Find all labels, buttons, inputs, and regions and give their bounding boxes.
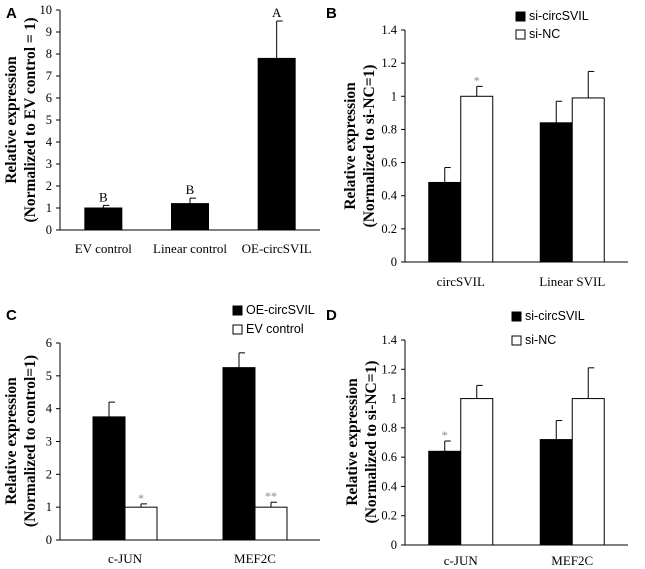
panel-d-y-axis-label-line: Relative expression — [344, 378, 361, 506]
panel-c-legend-swatch — [232, 305, 243, 316]
panel-c-y-tick-label: 2 — [46, 467, 52, 481]
panel-c-category-label: c-JUN — [108, 551, 143, 566]
panel-a-y-tick-label: 9 — [46, 25, 52, 39]
panel-c-bar — [222, 367, 256, 541]
panel-c-y-axis-label-line: (Normalized to control=1) — [22, 355, 39, 527]
panel-b-y-axis-label-line: Relative expression — [342, 82, 359, 210]
panel-d-legend-swatch — [511, 335, 522, 346]
panel-c-legend-label: OE-circSVIL — [246, 303, 315, 317]
panel-d-letter: D — [326, 307, 337, 324]
panel-c-y-axis-label: Relative expression (Normalized to contro… — [3, 355, 39, 527]
panel-b-y-axis-label-line: (Normalized to si-NC=1) — [361, 65, 378, 228]
panel-a-significance-label: A — [272, 5, 282, 20]
panel-b-bar — [460, 95, 494, 263]
panel-d-y-tick-label: 0.4 — [381, 479, 397, 493]
panel-a-y-tick-label: 5 — [46, 113, 52, 127]
panel-d-bar — [571, 398, 605, 546]
panel-c-y-tick-label: 0 — [46, 533, 52, 547]
panel-a-y-axis-label-line: Relative expression — [3, 56, 20, 184]
panel-d-y-tick-label: 1.2 — [381, 362, 397, 376]
panel-d-y-tick-label: 1.4 — [381, 333, 397, 347]
panel-a-y-tick-label: 8 — [46, 47, 52, 61]
panel-b-bar — [571, 97, 605, 263]
panel-a-y-axis-label: Relative expression (Normalized to EV con… — [3, 18, 39, 223]
panel-d-bar — [428, 450, 462, 546]
panel-c-bar — [254, 506, 288, 541]
panel-d-y-axis-label: Relative expression (Normalized to si-NC=… — [344, 361, 380, 524]
panel-b-legend-swatch — [515, 11, 526, 22]
panel-d-category-label: MEF2C — [551, 553, 593, 568]
panel-b-y-tick-label: 0.4 — [381, 189, 397, 203]
panel-b-y-tick-label: 0.8 — [381, 122, 397, 136]
panel-d-legend-swatch — [511, 311, 522, 322]
panel-c-bar — [124, 506, 158, 541]
panel-b-y-tick-label: 1.4 — [381, 23, 397, 37]
panel-b-y-tick-label: 0 — [391, 255, 397, 269]
panel-b-significance-label: * — [474, 73, 480, 87]
panel-d-y-tick-label: 0 — [391, 538, 397, 552]
panel-d-y-tick-label: 0.6 — [381, 450, 397, 464]
panel-a-y-tick-label: 6 — [46, 91, 52, 105]
panel-a-category-label: EV control — [75, 241, 133, 256]
panel-d-bar — [460, 398, 494, 546]
panel-c-bar — [92, 416, 126, 541]
panel-a-y-tick-label: 7 — [46, 69, 52, 83]
panel-b-y-tick-label: 1.2 — [381, 56, 397, 70]
panel-a-y-tick-label: 2 — [46, 179, 52, 193]
panel-c-legend-swatch — [232, 324, 243, 335]
panel-a-significance-label: B — [99, 189, 108, 204]
panel-a-letter: A — [6, 5, 17, 22]
panel-b-bar — [539, 122, 573, 263]
panel-b-y-tick-label: 1 — [391, 89, 397, 103]
panel-d-y-tick-label: 0.2 — [381, 509, 397, 523]
panel-c-category-label: MEF2C — [234, 551, 276, 566]
panel-a-bar — [84, 207, 123, 231]
panel-a-category-label: OE-circSVIL — [242, 241, 312, 256]
panel-b-category-label: Linear SVIL — [539, 274, 605, 289]
panel-a-y-tick-label: 4 — [46, 135, 53, 149]
panel-a-category-label: Linear control — [153, 241, 227, 256]
panel-d-legend-label: si-circSVIL — [525, 309, 585, 323]
panel-b-letter: B — [326, 5, 337, 22]
panel-b-legend-swatch — [515, 29, 526, 40]
panel-d-legend-label: si-NC — [525, 333, 556, 347]
panel-a-y-tick-label: 10 — [40, 3, 53, 17]
panel-c-y-tick-label: 1 — [46, 500, 52, 514]
panel-c-y-tick-label: 6 — [46, 336, 52, 350]
panel-b-y-tick-label: 0.2 — [381, 222, 397, 236]
panel-a-y-tick-label: 0 — [46, 223, 52, 237]
panel-d-bar — [539, 439, 573, 546]
panel-c-y-axis-label-line: Relative expression — [3, 377, 20, 505]
panel-a-y-axis-label-line: (Normalized to EV control = 1) — [22, 18, 39, 223]
panel-a-y-tick-label: 3 — [46, 157, 52, 171]
panel-c-significance-label: ** — [265, 489, 277, 503]
panel-c-letter: C — [6, 307, 17, 324]
panel-b-y-tick-label: 0.6 — [381, 156, 397, 170]
panel-b-category-label: circSVIL — [437, 274, 485, 289]
panel-d-y-axis-label-line: (Normalized to si-NC=1) — [363, 361, 380, 524]
panel-a-significance-label: B — [186, 182, 195, 197]
panel-b-y-axis-label: Relative expression (Normalized to si-NC=… — [342, 65, 378, 228]
panel-a-y-tick-label: 1 — [46, 201, 52, 215]
panel-b-bar — [428, 181, 462, 263]
panel-a-bar — [257, 57, 296, 231]
panel-d-category-label: c-JUN — [444, 553, 479, 568]
panel-d-y-tick-label: 0.8 — [381, 421, 397, 435]
panel-c-legend-label: EV control — [246, 322, 304, 336]
panel-c-y-tick-label: 3 — [46, 435, 52, 449]
panel-b-legend-label: si-circSVIL — [529, 9, 589, 23]
panel-c-y-tick-label: 4 — [46, 402, 53, 416]
panel-b-legend-label: si-NC — [529, 27, 560, 41]
panel-a-bar — [171, 203, 209, 231]
panel-d-significance-label: * — [442, 428, 448, 442]
panel-d-y-tick-label: 1 — [391, 392, 397, 406]
panel-c-y-tick-label: 5 — [46, 369, 52, 383]
panel-c-significance-label: * — [138, 491, 144, 505]
